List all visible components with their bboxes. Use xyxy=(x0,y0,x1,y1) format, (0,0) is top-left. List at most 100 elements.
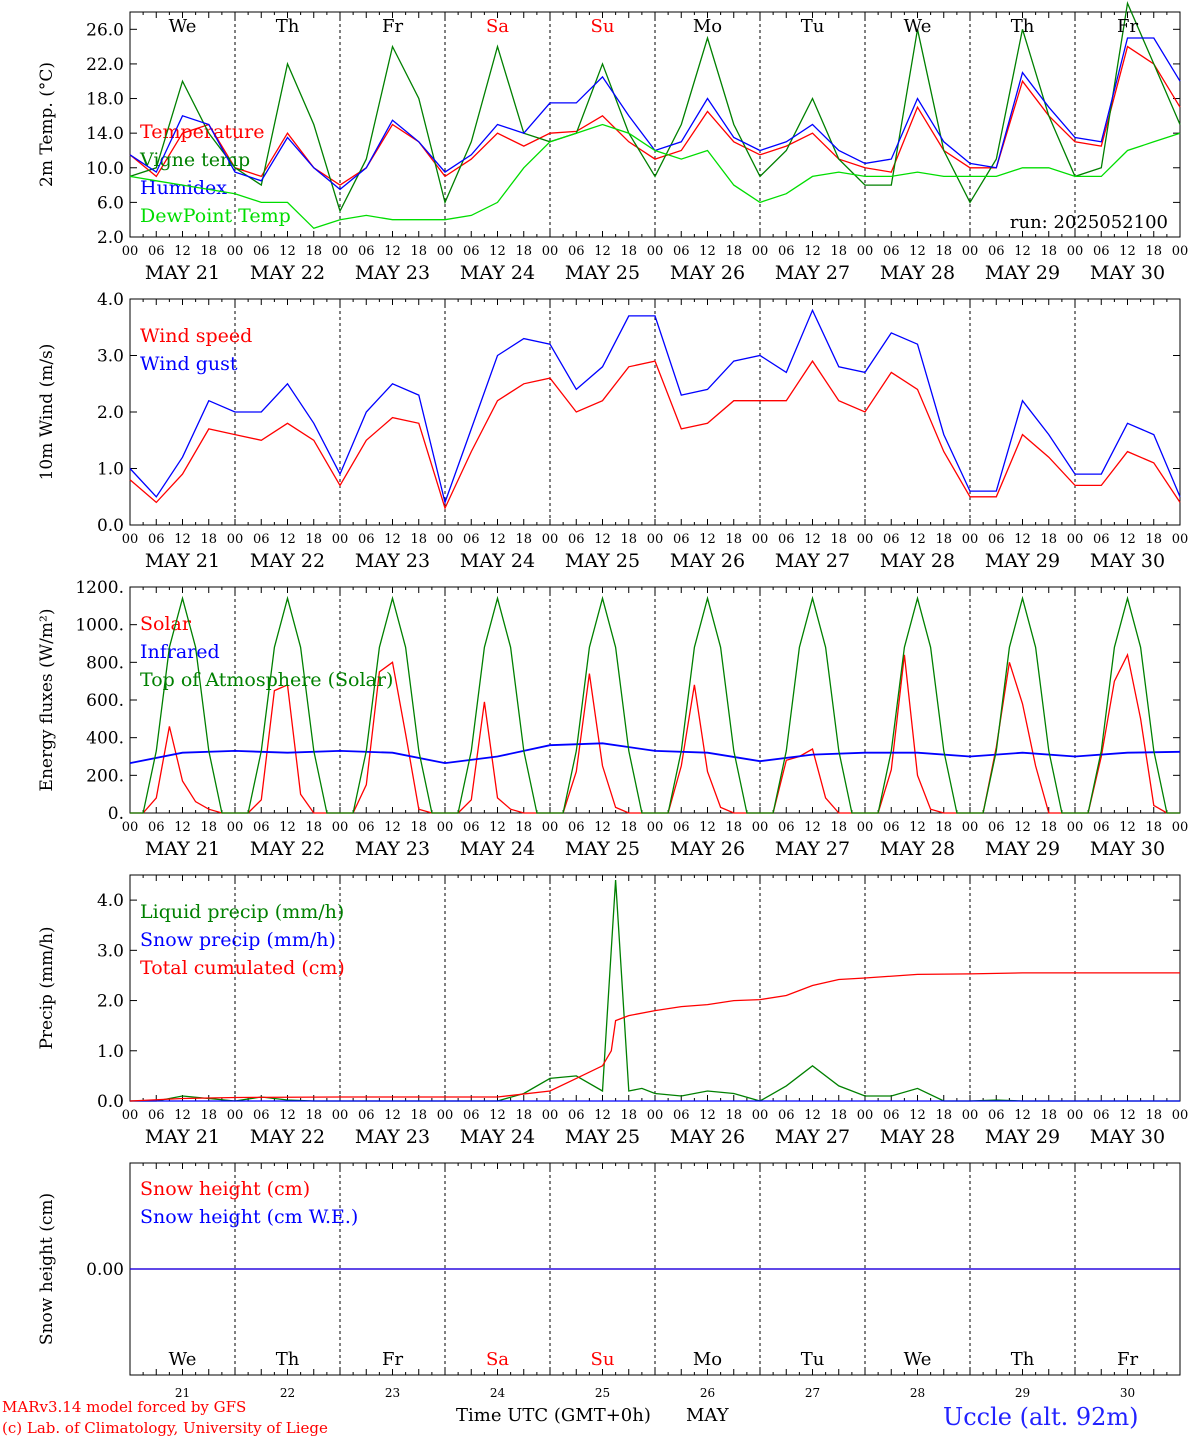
hour-tick-label: 12 xyxy=(594,1108,611,1123)
hour-tick-label: 06 xyxy=(883,532,900,547)
hour-tick-label: 06 xyxy=(568,532,585,547)
hour-tick-label: 12 xyxy=(279,820,296,835)
date-label: MAY 28 xyxy=(880,1126,955,1148)
hour-tick-label: 12 xyxy=(804,532,821,547)
day-number: 29 xyxy=(1015,1386,1030,1400)
day-abbr: Fr xyxy=(382,16,403,37)
date-label: MAY 21 xyxy=(145,262,220,284)
hour-tick-label: 06 xyxy=(883,1108,900,1123)
y-tick-label: 0. xyxy=(108,804,124,824)
hour-tick-label: 06 xyxy=(1093,244,1110,259)
hour-tick-label: 00 xyxy=(1067,532,1084,547)
day-number: 26 xyxy=(700,1386,715,1400)
hour-tick-label: 06 xyxy=(778,532,795,547)
hour-tick-label: 12 xyxy=(1014,532,1031,547)
date-label: MAY 23 xyxy=(355,838,430,860)
hour-tick-label: 00 xyxy=(332,820,349,835)
date-label: MAY 28 xyxy=(880,262,955,284)
legend-entry: Wind speed xyxy=(140,325,252,347)
date-label: MAY 26 xyxy=(670,1126,745,1148)
hour-tick-label: 00 xyxy=(857,532,874,547)
hour-tick-label: 06 xyxy=(568,1108,585,1123)
y-tick-label: 1.0 xyxy=(97,460,124,480)
date-label: MAY 23 xyxy=(355,262,430,284)
time-axis-label: Time UTC (GMT+0h) xyxy=(456,1405,651,1426)
hour-tick-label: 18 xyxy=(1040,532,1057,547)
hour-tick-label: 18 xyxy=(725,532,742,547)
date-label: MAY 24 xyxy=(460,838,535,860)
hour-tick-label: 00 xyxy=(1067,820,1084,835)
legend-entry: Vigne temp xyxy=(139,149,250,171)
series-line-wind-speed xyxy=(129,359,1181,510)
day-abbr: Fr xyxy=(1117,1349,1138,1370)
date-label: MAY 28 xyxy=(880,838,955,860)
hour-tick-label: 12 xyxy=(909,1108,926,1123)
hour-tick-label: 00 xyxy=(332,532,349,547)
hour-tick-label: 12 xyxy=(699,532,716,547)
legend-entry: Humidex xyxy=(140,177,227,199)
hour-tick-label: 18 xyxy=(305,532,322,547)
panel-1: 2.0 6.0 10.0 14.0 18.0 22.0 26.0 2m Temp. (°C) T… xyxy=(37,0,1188,284)
hour-tick-label: 00 xyxy=(542,820,559,835)
day-abbr: We xyxy=(169,1349,197,1370)
hour-tick-label: 18 xyxy=(305,1108,322,1123)
legend-entry: Liquid precip (mm/h) xyxy=(140,901,344,923)
date-label: MAY 29 xyxy=(985,262,1060,284)
hour-tick-label: 12 xyxy=(174,244,191,259)
hour-tick-label: 12 xyxy=(699,1108,716,1123)
hour-tick-label: 00 xyxy=(437,532,454,547)
hour-tick-label: 12 xyxy=(594,244,611,259)
y-tick-label: 2.0 xyxy=(97,403,124,423)
hour-tick-label: 00 xyxy=(542,1108,559,1123)
day-abbr: We xyxy=(904,16,932,37)
day-abbr: Fr xyxy=(1117,16,1138,37)
day-abbr: Th xyxy=(1011,16,1035,37)
y-tick-label: 600. xyxy=(86,691,124,711)
hour-tick-label: 12 xyxy=(489,1108,506,1123)
panel-5: 0.00 Snow height (cm) Snow height (cm) Snow… xyxy=(37,1162,1181,1400)
hour-tick-label: 00 xyxy=(962,1108,979,1123)
date-label: MAY 26 xyxy=(670,262,745,284)
date-label: MAY 27 xyxy=(775,550,850,572)
hour-tick-label: 12 xyxy=(909,532,926,547)
hour-tick-label: 12 xyxy=(804,1108,821,1123)
station-name: Uccle (alt. 92m) xyxy=(943,1403,1139,1431)
hour-tick-label: 18 xyxy=(1145,1108,1162,1123)
hour-tick-label: 18 xyxy=(200,820,217,835)
day-abbr: Mo xyxy=(693,1349,722,1370)
hour-tick-label: 06 xyxy=(673,1108,690,1123)
date-label: MAY 21 xyxy=(145,838,220,860)
date-label: MAY 25 xyxy=(565,1126,640,1148)
hour-tick-label: 18 xyxy=(410,1108,427,1123)
hour-tick-label: 12 xyxy=(909,820,926,835)
series-line-total-cumulated-cm- xyxy=(129,972,1180,1102)
hour-tick-label: 06 xyxy=(1093,820,1110,835)
hour-tick-label: 00 xyxy=(752,532,769,547)
date-label: MAY 24 xyxy=(460,550,535,572)
y-tick-label: 6.0 xyxy=(97,193,124,213)
date-label: MAY 21 xyxy=(145,550,220,572)
date-label: MAY 24 xyxy=(460,262,535,284)
panel-2: 0.0 1.0 2.0 3.0 4.0 10m Wind (m/s) Wind speed W… xyxy=(37,290,1188,572)
hour-tick-label: 06 xyxy=(568,244,585,259)
hour-tick-label: 06 xyxy=(253,820,270,835)
hour-tick-label: 12 xyxy=(1014,820,1031,835)
hour-tick-label: 18 xyxy=(935,1108,952,1123)
hour-tick-label: 12 xyxy=(594,820,611,835)
hour-tick-label: 12 xyxy=(489,820,506,835)
legend-entry: Wind gust xyxy=(140,353,238,375)
hour-tick-label: 00 xyxy=(752,244,769,259)
legend-entry: Snow height (cm) xyxy=(140,1178,310,1200)
date-label: MAY 22 xyxy=(250,838,325,860)
date-label: MAY 29 xyxy=(985,838,1060,860)
hour-tick-label: 18 xyxy=(200,1108,217,1123)
hour-tick-label: 18 xyxy=(200,244,217,259)
hour-tick-label: 00 xyxy=(647,244,664,259)
hour-tick-label: 06 xyxy=(148,532,165,547)
credit-line-2: (c) Lab. of Climatology, University of L… xyxy=(2,1419,328,1437)
hour-tick-label: 12 xyxy=(174,532,191,547)
series-line-temperature xyxy=(129,45,1181,186)
legend-entry: Temperature xyxy=(140,121,264,143)
y-tick-label: 3.0 xyxy=(97,347,124,367)
